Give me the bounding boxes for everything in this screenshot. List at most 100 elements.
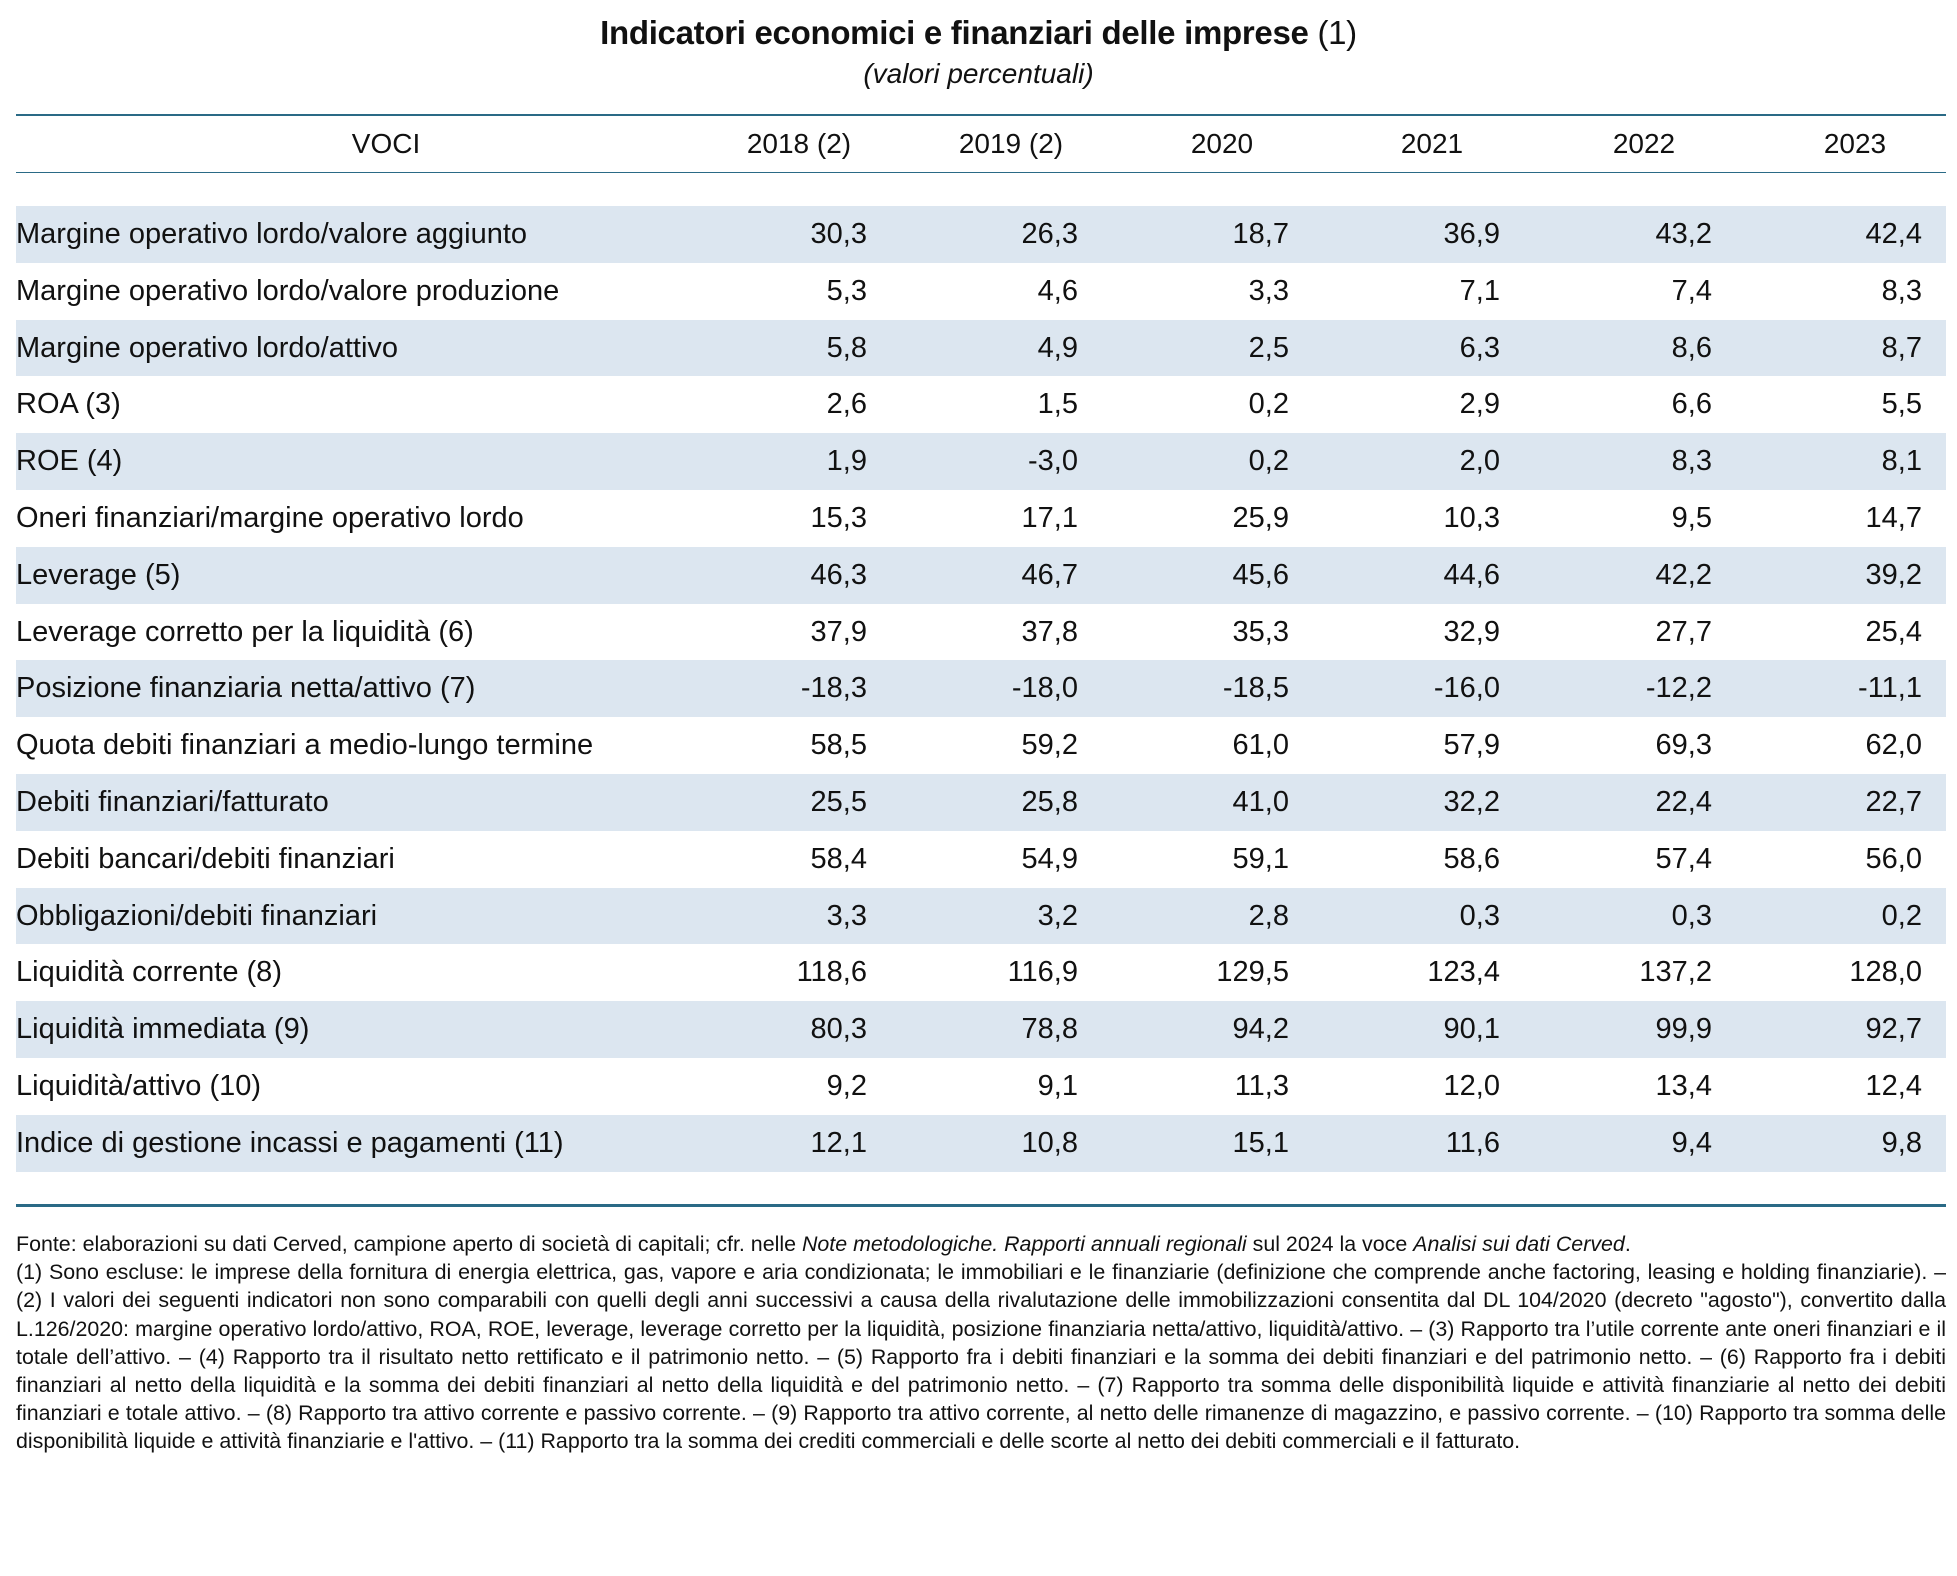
cell-value: 59,1	[1232, 842, 1289, 875]
cell-value: 42,4	[1865, 218, 1922, 250]
source-italic-voice: Analisi sui dati Cerved	[1413, 1232, 1625, 1256]
table-row: Leverage corretto per la liquidità (6) 37…	[16, 604, 1946, 661]
table-row: Quota debiti finanziari a medio-lungo te…	[16, 717, 1946, 774]
column-header-year: 2020	[1190, 128, 1254, 159]
cell-value: 62,0	[1865, 729, 1922, 762]
cell-value: 15,1	[1232, 1126, 1289, 1159]
cell-value: 27,7	[1655, 615, 1712, 648]
row-label: ROE (4)	[16, 445, 123, 478]
title-main: Indicatori economici e finanziari delle …	[600, 14, 1309, 51]
header-bottom-rule	[16, 172, 1946, 173]
cell-value: 94,2	[1232, 1013, 1289, 1046]
cell-value: 0,2	[1248, 445, 1289, 478]
cell-value: 43,2	[1655, 218, 1712, 250]
cell-value: 123,4	[1427, 956, 1500, 989]
cell-value: 54,9	[1021, 842, 1078, 875]
cell-value: 12,4	[1865, 1069, 1922, 1102]
table-row: Obbligazioni/debiti finanziari 3,3 3,2 2,8 0…	[16, 887, 1946, 945]
cell-value: 11,6	[1445, 1126, 1500, 1159]
row-label: Margine operativo lordo/attivo	[16, 331, 399, 364]
cell-value: 8,3	[1881, 274, 1922, 307]
table-row: Leverage (5) 46,3 46,7 45,6 44,6 42,2 39,2	[16, 546, 1946, 604]
cell-value: 58,6	[1443, 842, 1500, 875]
cell-value: 8,6	[1671, 331, 1712, 364]
row-label: Quota debiti finanziari a medio-lungo te…	[16, 729, 594, 762]
cell-value: 90,1	[1443, 1013, 1500, 1046]
table-row: Debiti finanziari/fatturato 25,5 25,8 41,0 3…	[16, 773, 1946, 831]
row-label: Leverage (5)	[16, 558, 181, 591]
cell-value: 6,3	[1459, 331, 1500, 364]
cell-value: 59,2	[1021, 729, 1078, 762]
table-row: Liquidità immediata (9) 80,3 78,8 94,2 90,1 9…	[16, 1001, 1946, 1058]
cell-value: 14,7	[1865, 501, 1922, 534]
cell-value: 58,4	[810, 842, 867, 875]
cell-value: 4,6	[1037, 274, 1078, 307]
row-label: Liquidità/attivo (10)	[16, 1069, 262, 1102]
source-mid: sul 2024 la voce	[1246, 1232, 1414, 1256]
cell-value: 37,9	[810, 615, 867, 648]
cell-value: 0,2	[1881, 899, 1922, 932]
cell-value: 78,8	[1021, 1013, 1078, 1046]
cell-value: 10,3	[1443, 501, 1500, 534]
cell-value: 2,0	[1459, 445, 1500, 478]
cell-value: 92,7	[1865, 1013, 1922, 1046]
row-label: ROA (3)	[16, 388, 121, 421]
cell-value: 57,4	[1655, 842, 1712, 875]
header-top-rule	[16, 114, 1946, 116]
row-label: Debiti bancari/debiti finanziari	[16, 842, 395, 875]
cell-value: 15,3	[810, 501, 867, 534]
cell-value: 5,8	[826, 331, 867, 364]
cell-value: 26,3	[1021, 218, 1078, 250]
cell-value: -16,0	[1433, 672, 1500, 705]
cell-value: 13,4	[1655, 1069, 1712, 1102]
cell-value: 46,3	[810, 558, 867, 591]
table-title: Indicatori economici e finanziari delle …	[0, 14, 1957, 52]
cell-value: 32,2	[1443, 785, 1500, 818]
table-row: Oneri finanziari/margine operativo lordo…	[16, 490, 1946, 547]
cell-value: 5,3	[826, 274, 867, 307]
cell-value: 99,9	[1655, 1013, 1712, 1046]
cell-value: 8,7	[1881, 331, 1922, 364]
row-label: Liquidità corrente (8)	[16, 956, 282, 989]
cell-value: 7,4	[1671, 274, 1712, 307]
cell-value: 0,2	[1248, 388, 1289, 421]
title-note: (1)	[1317, 14, 1357, 51]
table-row: Debiti bancari/debiti finanziari 58,4 54,9…	[16, 831, 1946, 888]
row-label: Liquidità immediata (9)	[16, 1013, 310, 1046]
cell-value: 25,9	[1232, 501, 1289, 534]
row-label: Margine operativo lordo/valore produzion…	[16, 274, 560, 307]
cell-value: 35,3	[1232, 615, 1289, 648]
cell-value: 17,1	[1021, 501, 1078, 534]
cell-value: 22,4	[1655, 785, 1712, 818]
cell-value: -18,0	[1011, 672, 1078, 705]
table-row: ROA (3) 2,6 1,5 0,2 2,9 6,6 5,5	[16, 376, 1946, 433]
table-row: Margine operativo lordo/attivo 5,8 4,9 2,5 6…	[16, 319, 1946, 377]
cell-value: 8,3	[1671, 445, 1712, 478]
cell-value: 25,4	[1865, 615, 1922, 648]
cell-value: 5,5	[1881, 388, 1922, 421]
table-subtitle: (valori percentuali)	[863, 58, 1094, 89]
table-bottom-rule	[16, 1204, 1946, 1207]
cell-value: 61,0	[1232, 729, 1289, 762]
column-header-year: 2019 (2)	[958, 128, 1064, 159]
cell-value: 58,5	[810, 729, 867, 762]
cell-value: 41,0	[1232, 785, 1289, 818]
column-header-year: 2018 (2)	[746, 128, 852, 159]
row-label: Posizione finanziaria netta/attivo (7)	[16, 672, 476, 705]
cell-value: 3,3	[1248, 274, 1289, 307]
cell-value: 56,0	[1865, 842, 1922, 875]
cell-value: 25,8	[1021, 785, 1078, 818]
cell-value: 42,2	[1655, 558, 1712, 591]
cell-value: 22,7	[1865, 785, 1922, 818]
cell-value: 1,5	[1037, 388, 1078, 421]
table-header: VOCI 2018 (2) 2019 (2) 2020 2021 2022 2023	[16, 116, 1946, 172]
cell-value: 3,2	[1037, 899, 1078, 932]
table-row: Margine operativo lordo/valore aggiunto 3…	[16, 206, 1946, 263]
cell-value: 45,6	[1232, 558, 1289, 591]
table-row: Margine operativo lordo/valore produzion…	[16, 263, 1946, 320]
cell-value: 10,8	[1021, 1126, 1078, 1159]
column-header-voci: VOCI	[351, 128, 421, 159]
cell-value: 39,2	[1865, 558, 1922, 591]
table-body: Margine operativo lordo/valore aggiunto 3…	[16, 206, 1946, 1172]
